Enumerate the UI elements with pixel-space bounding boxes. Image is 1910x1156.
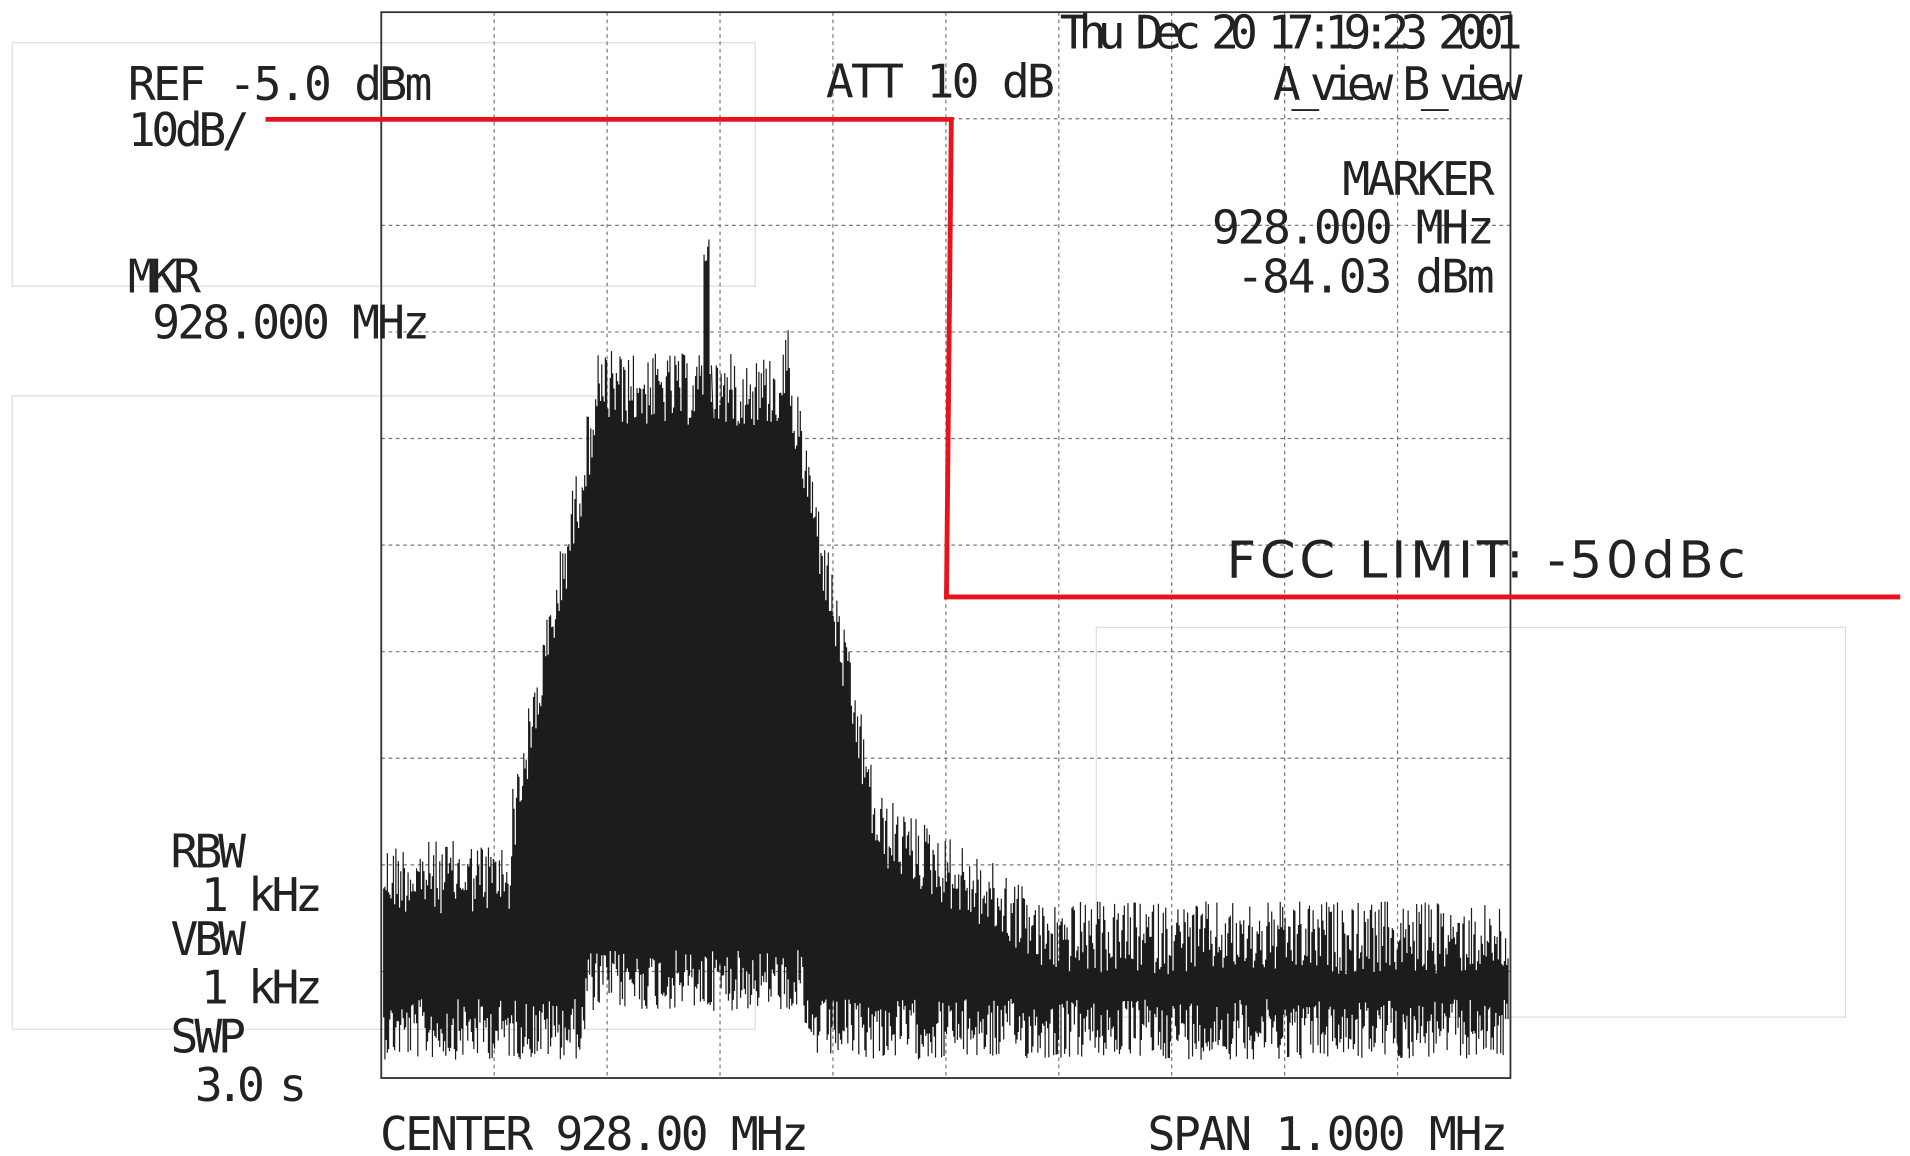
- swp-label: SWP: [171, 1009, 247, 1063]
- rbw-label: RBW: [171, 824, 247, 878]
- views: A_view B_view: [1273, 57, 1523, 111]
- plot-frame: [380, 11, 1512, 1079]
- ref-level: REF -5.0 dBm: [128, 57, 433, 111]
- marker-title: MARKER: [1342, 152, 1494, 206]
- fcc-limit-line: [265, 116, 1901, 600]
- fcc-limit-label: FCC LIMIT: -50dBc: [1227, 531, 1746, 590]
- vbw-label: VBW: [171, 912, 247, 966]
- vbw-value: 1 kHz: [201, 961, 323, 1015]
- swp-value: 3.0 s: [195, 1058, 307, 1112]
- span: SPAN 1.000 MHz: [1147, 1107, 1508, 1156]
- mkr-label: MKR: [128, 249, 201, 303]
- marker-frequency: 928.000 MHz: [1212, 201, 1495, 255]
- attenuation: ATT 10 dB: [826, 54, 1055, 108]
- spectrum-trace: [383, 239, 1509, 1060]
- mkr-frequency: 928.000 MHz: [152, 296, 430, 350]
- rbw-value: 1 kHz: [201, 868, 323, 922]
- marker-level: -84.03 dBm: [1236, 249, 1494, 303]
- scale: 10dB/: [128, 103, 250, 157]
- center-frequency: CENTER 928.00 MHz: [380, 1107, 809, 1156]
- timestamp: Thu Dec 20 17:19:23 2001: [1060, 6, 1523, 60]
